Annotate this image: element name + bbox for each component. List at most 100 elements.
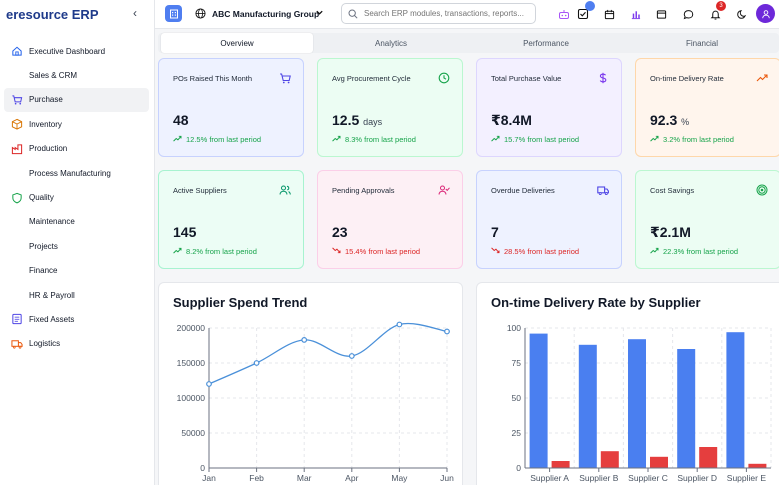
y-tick-label: 25	[512, 428, 522, 438]
kpi-value: ₹8.4M	[491, 112, 532, 128]
moon-icon	[736, 9, 746, 19]
kpi-value-wrap: ₹2.1M	[650, 224, 691, 241]
late-bar	[650, 456, 668, 468]
kpi-card-cost-savings[interactable]: Cost Savings ₹2.1M 22.3% from last period	[635, 170, 779, 269]
x-tick-label: Mar	[297, 473, 312, 483]
kpi-change: 3.2% from last period	[650, 135, 734, 144]
sidebar-item-executive-dashboard[interactable]: Executive Dashboard	[0, 39, 155, 63]
on-time-bar	[677, 349, 696, 468]
sidebar-item-projects[interactable]: Projects	[0, 234, 155, 258]
analytics-button[interactable]	[628, 7, 642, 21]
sidebar-item-production[interactable]: Production	[0, 137, 155, 161]
sidebar-item-fixed-assets[interactable]: Fixed Assets	[0, 307, 155, 331]
user-avatar[interactable]	[756, 4, 775, 23]
tasks-button[interactable]	[576, 1, 595, 21]
collapse-sidebar-button[interactable]: ‹	[133, 6, 137, 20]
tab-performance[interactable]: Performance	[523, 38, 569, 48]
sidebar-item-label: Production	[29, 144, 68, 154]
sidebar-item-label: Executive Dashboard	[29, 46, 106, 56]
kpi-title: On-time Delivery Rate	[650, 74, 724, 83]
tasks-badge	[585, 1, 595, 11]
sidebar-item-logistics[interactable]: Logistics	[0, 332, 155, 356]
kpi-card-overdue-deliveries[interactable]: Overdue Deliveries 7 28.5% from last peri…	[476, 170, 622, 269]
kpi-change-text: 15.4% from last period	[345, 247, 421, 256]
ai-assistant-button[interactable]	[557, 7, 571, 21]
kpi-change-arrow	[650, 135, 659, 144]
sidebar: eresource ERP ‹ Executive Dashboard Sales…	[0, 0, 155, 485]
truck-icon	[10, 337, 23, 350]
window-button[interactable]	[654, 7, 668, 21]
notifications-badge: 3	[716, 1, 726, 11]
trend-up-icon	[332, 135, 341, 142]
kpi-change-text: 8.2% from last period	[186, 247, 257, 256]
sidebar-item-inventory[interactable]: Inventory	[0, 112, 155, 136]
kpi-change: 15.7% from last period	[491, 135, 579, 144]
y-tick-label: 0	[516, 463, 521, 473]
chevron-down-icon[interactable]	[315, 8, 324, 17]
kpi-change-text: 28.5% from last period	[504, 247, 580, 256]
company-selector[interactable]: ABC Manufacturing Group	[212, 9, 320, 19]
trend-up-icon	[491, 135, 500, 142]
sidebar-item-process-manufacturing[interactable]: Process Manufacturing	[0, 161, 155, 185]
sidebar-item-label: HR & Payroll	[29, 290, 75, 300]
kpi-value: 23	[332, 224, 348, 240]
nav-spacer	[10, 69, 23, 82]
sidebar-item-finance[interactable]: Finance	[0, 259, 155, 283]
kpi-change-arrow	[650, 247, 659, 256]
x-tick-label: Feb	[249, 473, 264, 483]
kpi-change-text: 3.2% from last period	[663, 135, 734, 144]
x-tick-label: Supplier E	[727, 473, 767, 483]
sidebar-item-quality[interactable]: Quality	[0, 185, 155, 209]
kpi-change-arrow	[491, 135, 500, 144]
kpi-change-arrow	[332, 135, 341, 144]
x-tick-label: Jun	[440, 473, 454, 483]
sidebar-item-hr-payroll[interactable]: HR & Payroll	[0, 283, 155, 307]
tab-analytics[interactable]: Analytics	[374, 38, 407, 48]
calendar-button[interactable]	[602, 7, 616, 21]
kpi-change-arrow	[173, 247, 182, 256]
search-icon	[348, 9, 358, 19]
kpi-value: ₹2.1M	[650, 224, 691, 240]
kpi-value-wrap: 48	[173, 112, 189, 128]
x-tick-label: Supplier A	[530, 473, 569, 483]
kpi-card-active-suppliers[interactable]: Active Suppliers 145 8.2% from last perio…	[158, 170, 304, 269]
late-bar	[600, 451, 619, 468]
kpi-card-pos-raised-this-month[interactable]: POs Raised This Month 48 12.5% from last …	[158, 58, 304, 157]
sidebar-item-label: Quality	[29, 193, 54, 203]
brand-logo[interactable]: eresource ERP	[6, 7, 99, 22]
search-box[interactable]	[341, 3, 536, 24]
data-point	[348, 353, 355, 359]
supplier-spend-trend-panel: Supplier Spend Trend 0 50000 100000 150000 2…	[158, 282, 463, 485]
kpi-value-wrap: ₹8.4M	[491, 112, 532, 129]
sidebar-item-maintenance[interactable]: Maintenance	[0, 210, 155, 234]
company-logo-button[interactable]	[165, 5, 182, 22]
kpi-card-on-time-delivery-rate[interactable]: On-time Delivery Rate 92.3 % 3.2% from las…	[635, 58, 779, 157]
search-input[interactable]	[364, 9, 524, 18]
kpi-change: 28.5% from last period	[491, 247, 579, 256]
y-tick-label: 0	[200, 463, 205, 473]
kpi-value: 145	[173, 224, 197, 240]
theme-toggle-button[interactable]	[734, 7, 748, 21]
kpi-card-avg-procurement-cycle[interactable]: Avg Procurement Cycle 12.5 days 8.3% from …	[317, 58, 463, 157]
notifications-button[interactable]: 3	[708, 1, 726, 21]
sidebar-item-sales-crm[interactable]: Sales & CRM	[0, 63, 155, 87]
window-icon	[656, 9, 666, 19]
ledger-icon	[10, 313, 23, 326]
tab-financial[interactable]: Financial	[685, 38, 718, 48]
kpi-card-total-purchase-value[interactable]: Total Purchase Value ₹8.4M 15.7% from las…	[476, 58, 622, 157]
bar-chart-icon	[631, 10, 640, 19]
kpi-change: 8.2% from last period	[173, 247, 257, 256]
kpi-value: 12.5	[332, 112, 360, 128]
y-tick-label: 100000	[177, 393, 206, 403]
nav-spacer	[10, 240, 23, 253]
data-point	[253, 360, 260, 366]
sidebar-item-label: Logistics	[29, 339, 61, 349]
kpi-card-pending-approvals[interactable]: Pending Approvals 23 15.4% from last peri…	[317, 170, 463, 269]
kpi-value: 92.3	[650, 112, 678, 128]
sidebar-item-purchase[interactable]: Purchase	[4, 87, 149, 113]
y-tick-label: 75	[512, 358, 522, 368]
chart-title: Supplier Spend Trend	[173, 295, 308, 310]
tab-overview[interactable]: Overview	[161, 33, 313, 53]
messages-button[interactable]	[681, 7, 695, 21]
box-icon	[10, 118, 23, 131]
